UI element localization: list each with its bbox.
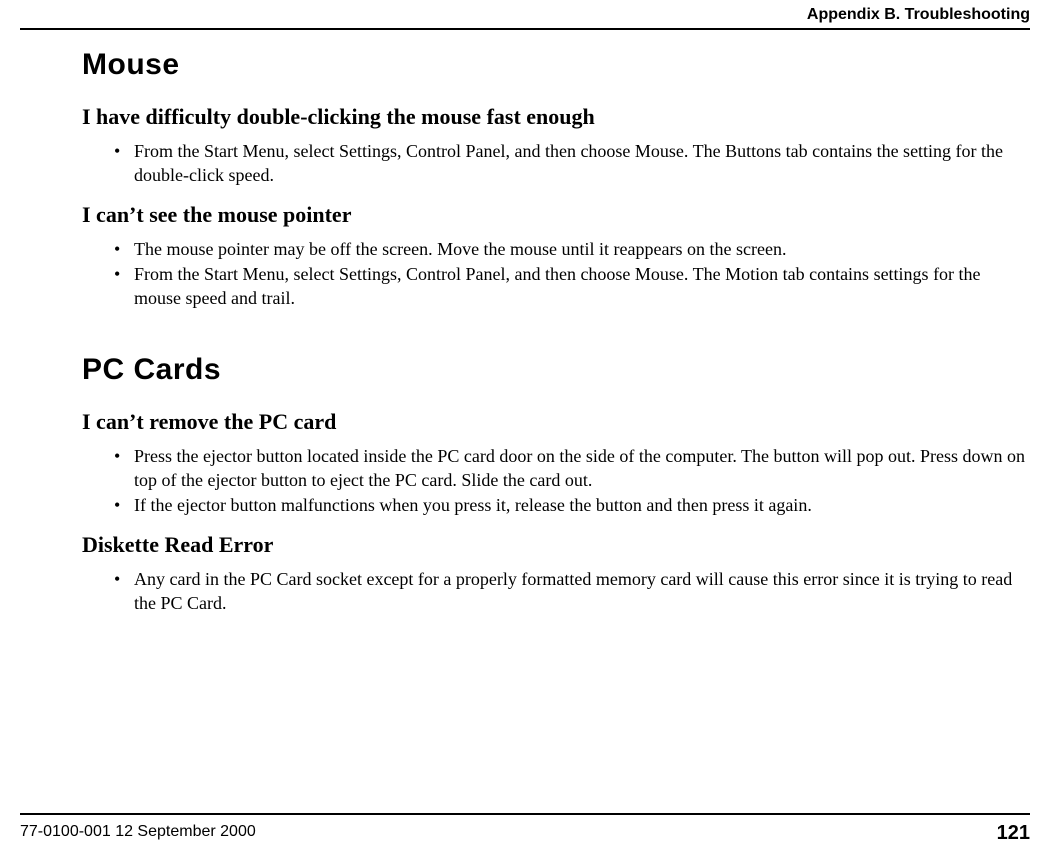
subhead-mouse-doubleclick: I have difficulty double-clicking the mo… bbox=[82, 104, 1030, 130]
list-item: Press the ejector button located inside … bbox=[134, 445, 1030, 493]
footer-doc-id: 77-0100-001 12 September 2000 bbox=[20, 823, 256, 841]
subhead-diskette-error: Diskette Read Error bbox=[82, 532, 1030, 558]
header-appendix: Appendix B. Troubleshooting bbox=[807, 6, 1030, 24]
list-item: From the Start Menu, select Settings, Co… bbox=[134, 263, 1030, 311]
footer-page-number: 121 bbox=[997, 822, 1030, 845]
section-title-pccards: PC Cards bbox=[82, 353, 1030, 387]
list-item: If the ejector button malfunctions when … bbox=[134, 494, 1030, 518]
top-rule bbox=[20, 28, 1030, 30]
list-item: From the Start Menu, select Settings, Co… bbox=[134, 140, 1030, 188]
bullet-list: Press the ejector button located inside … bbox=[82, 445, 1030, 518]
bullet-list: From the Start Menu, select Settings, Co… bbox=[82, 140, 1030, 188]
section-title-mouse: Mouse bbox=[82, 48, 1030, 82]
bullet-list: Any card in the PC Card socket except fo… bbox=[82, 568, 1030, 616]
list-item: The mouse pointer may be off the screen.… bbox=[134, 238, 1030, 262]
subhead-mouse-pointer: I can’t see the mouse pointer bbox=[82, 202, 1030, 228]
list-item: Any card in the PC Card socket except fo… bbox=[134, 568, 1030, 616]
content-area: Mouse I have difficulty double-clicking … bbox=[82, 40, 1030, 626]
bullet-list: The mouse pointer may be off the screen.… bbox=[82, 238, 1030, 311]
page: Appendix B. Troubleshooting Mouse I have… bbox=[0, 0, 1050, 855]
subhead-pccard-remove: I can’t remove the PC card bbox=[82, 409, 1030, 435]
bottom-rule bbox=[20, 813, 1030, 815]
